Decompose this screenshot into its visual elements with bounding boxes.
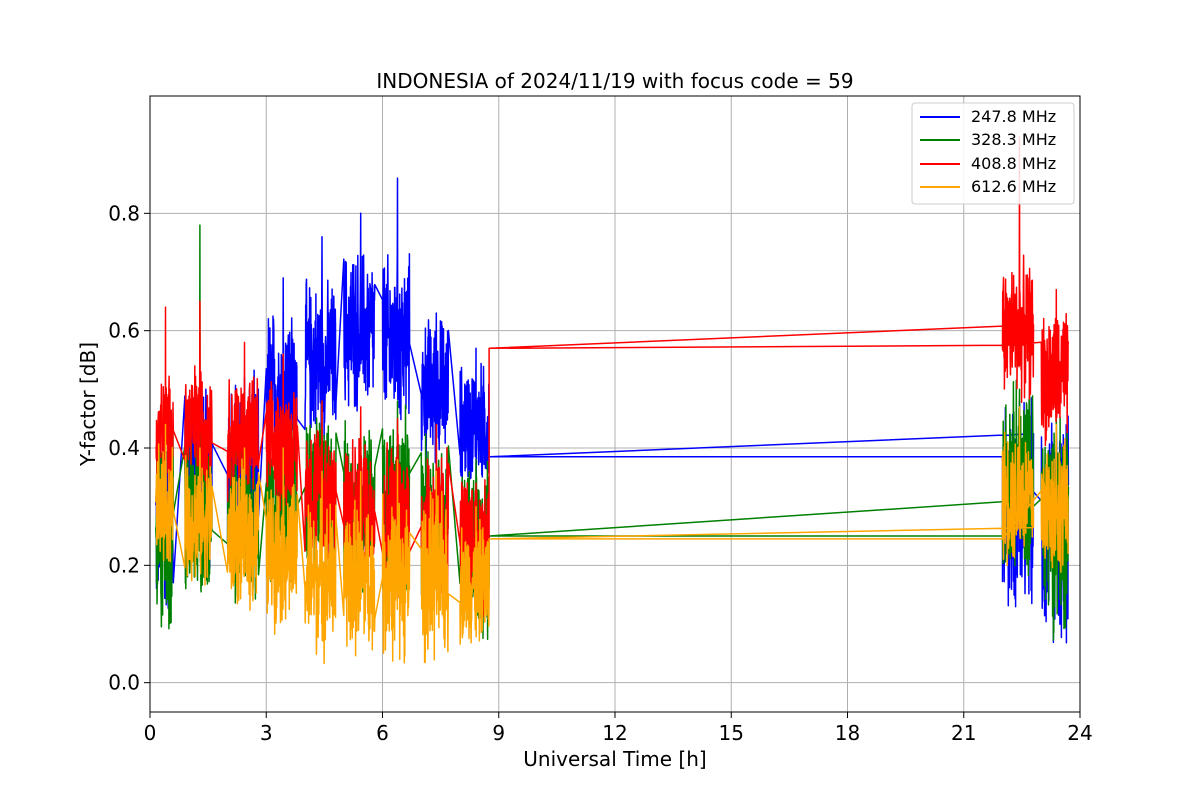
chart-title: INDONESIA of 2024/11/19 with focus code …	[376, 69, 853, 93]
x-axis-label: Universal Time [h]	[523, 747, 706, 771]
y-tick-label: 0.4	[108, 436, 140, 460]
y-tick-label: 0.8	[108, 201, 140, 225]
x-tick-label: 3	[260, 721, 273, 745]
x-tick-label: 0	[144, 721, 157, 745]
y-tick-label: 0.0	[108, 671, 140, 695]
y-tick-label: 0.2	[108, 553, 140, 577]
legend-label: 408.8 MHz	[971, 154, 1056, 173]
plot-area	[155, 136, 1070, 665]
y-axis-label: Y-factor [dB]	[76, 342, 100, 467]
legend: 247.8 MHz 328.3 MHz 408.8 MHz 612.6 MHz	[911, 102, 1075, 205]
x-tick-label: 15	[719, 721, 744, 745]
legend-box	[911, 102, 1075, 205]
legend-label: 247.8 MHz	[971, 107, 1056, 126]
x-tick-label: 9	[492, 721, 505, 745]
x-tick-label: 6	[376, 721, 389, 745]
series-line-4	[155, 406, 1070, 665]
x-tick-label: 18	[835, 721, 860, 745]
legend-label: 612.6 MHz	[971, 177, 1056, 196]
y-axis: 0.0 0.2 0.4 0.6 0.8	[108, 201, 150, 695]
x-tick-label: 24	[1067, 721, 1092, 745]
x-tick-label: 12	[602, 721, 627, 745]
x-tick-label: 21	[951, 721, 976, 745]
series-4	[155, 406, 1070, 665]
x-axis: 0 3 6 9 12 15 18 21 24	[144, 712, 1093, 745]
legend-label: 328.3 MHz	[971, 130, 1056, 149]
y-tick-label: 0.6	[108, 319, 140, 343]
